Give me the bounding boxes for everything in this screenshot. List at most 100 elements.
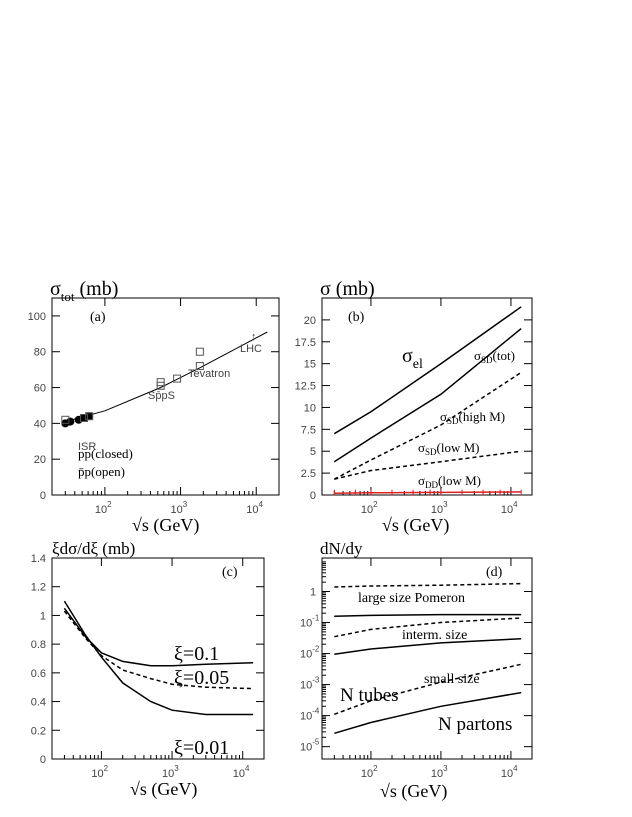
panel-d-ytick-label: 10-3 (300, 676, 320, 692)
panel-b-frame (321, 297, 533, 496)
panel-c-xlabel: √s (GeV) (130, 779, 197, 800)
annotation-isr: ISR (78, 441, 96, 453)
panel-b-ytick-label: 10 (304, 402, 316, 414)
panel-c-x-ticks: 102 103 104 (51, 558, 265, 780)
panel-a-x-ticks: 102 103 104 (51, 298, 280, 516)
panel-d-curve-0 (334, 582, 522, 588)
panel-c-ytick-label: 1 (40, 610, 46, 622)
panel-c-ytick-label: 0.2 (31, 725, 46, 737)
panel-a-ytick-label: 0 (40, 490, 46, 502)
panel-b-ytick-label: 15 (304, 359, 316, 371)
ppbar-data-point (195, 347, 204, 356)
panel-d-xlabel: √s (GeV) (380, 781, 447, 802)
panel-d-curve-5 (334, 691, 522, 735)
ppbar-data-point (80, 413, 89, 422)
panel-b-curve-2 (333, 371, 522, 480)
panel-b-label: (b) (348, 310, 365, 325)
panel-d-xtick-label: 104 (501, 764, 518, 780)
panel-b-curves (333, 306, 522, 494)
panel-d-y-ticks: 10-5 10-4 10-3 10-2 10-1 1 (300, 561, 532, 754)
panel-b-curve-4 (334, 491, 522, 494)
panel-c-xtick-label: 102 (91, 764, 108, 780)
annotation-tevatron: Tevatron (188, 368, 230, 380)
panel-a-title: σtot (mb) (50, 278, 118, 304)
panel-c-curve-0 (63, 607, 254, 667)
annotation-lhc-arrow: ↑ (251, 331, 257, 343)
panel-d-curve-2 (334, 617, 522, 638)
panel-a-xtick-label: 104 (246, 500, 263, 516)
panel-b-ytick-label: 12.5 (295, 381, 316, 393)
panel-a-frame (51, 297, 280, 496)
panel-c-curve-1 (63, 610, 254, 690)
panel-a-y-ticks: 0 20 40 60 80 100 (28, 311, 279, 502)
panel-d-multiplicity: dN/dy (d) 10-510-410-310-210-11 102 103 10… (300, 539, 533, 802)
panel-c-ytick-label: 1.4 (31, 553, 46, 565)
panel-c-ytick-label: 0.6 (31, 668, 46, 680)
panel-d-ytick-label: 10-1 (300, 614, 320, 630)
panel-a-points (61, 347, 204, 428)
panel-c-title: ξdσ/dξ (mb) (52, 539, 135, 558)
ppbar-data-point (156, 378, 165, 387)
panel-c-xtick-label: 104 (233, 764, 250, 780)
panel-c-label: (c) (222, 565, 238, 580)
panel-c-y-ticks: 0 0.2 0.4 0.6 0.8 1 1.2 1.4 (31, 553, 264, 766)
panel-a-total-cross-section: σtot (mb) (a) 0 20 40 60 80 100 102 103 104 ISR… (28, 278, 280, 536)
legend-pp-closed: pp(closed) (78, 446, 133, 461)
panel-d-title: dN/dy (320, 539, 363, 558)
label-sigma-sd-low-m: σSD(low M) (418, 440, 480, 457)
panel-d-curves (334, 582, 522, 735)
label-small-size: small size (424, 672, 480, 687)
panel-d-label: (d) (486, 565, 503, 580)
panel-c-differential-cross-section: ξdσ/dξ (mb) (c) 0 0.2 0.4 0.6 0.8 1 1.2 1.4 102… (31, 539, 265, 800)
panel-a-ytick-label: 20 (34, 454, 46, 466)
panel-d-ytick-label: 10-4 (300, 707, 320, 723)
panel-b-ytick-label: 5 (310, 446, 316, 458)
panel-b-y-ticks: 0 2.5 5 7.5 10 12.5 15 17.5 20 (295, 315, 532, 502)
panel-a-ytick-label: 100 (28, 311, 46, 323)
panel-d-ytick-label: 10-2 (300, 645, 320, 661)
ppbar-data-point (195, 362, 204, 371)
panel-b-curve-1 (333, 328, 522, 463)
pp-data-point (85, 412, 94, 421)
pp-data-point (66, 417, 75, 426)
panel-a-xlabel: √s (GeV) (132, 515, 199, 536)
label-n-partons: N partons (438, 714, 512, 735)
panel-d-ytick-label: 1 (310, 586, 316, 598)
annotation-sppbars: Sp̄pS (148, 390, 175, 402)
panel-b-ytick-label: 17.5 (295, 337, 316, 349)
panel-a-fit-curve (65, 331, 268, 423)
panel-d-xtick-label: 103 (431, 764, 448, 780)
panel-b-xtick-label: 104 (501, 500, 518, 516)
ppbar-data-point (173, 374, 182, 383)
panel-c-curve-2 (63, 600, 254, 716)
panel-b-ytick-label: 7.5 (301, 424, 316, 436)
panel-b-curve-3 (334, 450, 522, 480)
label-large-size-pomeron: large size Pomeron (358, 591, 465, 606)
label-xi-0.1: ξ=0.1 (174, 643, 219, 665)
panel-b-title: σ (mb) (320, 278, 375, 300)
label-sigma-sd-high-m: σSD(high M) (440, 409, 505, 426)
panel-d-xtick-label: 102 (361, 764, 378, 780)
label-interm-size: interm. size (402, 628, 467, 643)
panel-d-ytick-label: 10-5 (300, 738, 320, 754)
panel-d-x-ticks: 102 103 104 (321, 558, 533, 780)
panel-b-xtick-label: 103 (431, 500, 448, 516)
panel-b-ytick-label: 0 (310, 490, 316, 502)
label-sigma-el: σel (402, 345, 423, 372)
legend-ppbar-open: p̄p(open) (78, 464, 125, 479)
panel-a-xtick-label: 102 (95, 500, 112, 516)
panel-a-xtick-label: 103 (171, 500, 188, 516)
panel-a-ytick-label: 40 (34, 418, 46, 430)
panel-a-ytick-label: 80 (34, 347, 46, 359)
panel-d-curve-3 (334, 637, 522, 655)
panel-c-ytick-label: 1.2 (31, 582, 46, 594)
label-sigma-sd-tot: σSD(tot) (474, 348, 515, 365)
panel-b-red-markers (333, 489, 522, 496)
panel-a-ytick-label: 60 (34, 383, 46, 395)
panel-b-ytick-label: 20 (304, 315, 316, 327)
panel-a-label: (a) (90, 310, 106, 325)
label-xi-0.01: ξ=0.01 (174, 737, 229, 759)
panel-c-curves (63, 600, 254, 716)
ppbar-data-point (61, 415, 70, 424)
